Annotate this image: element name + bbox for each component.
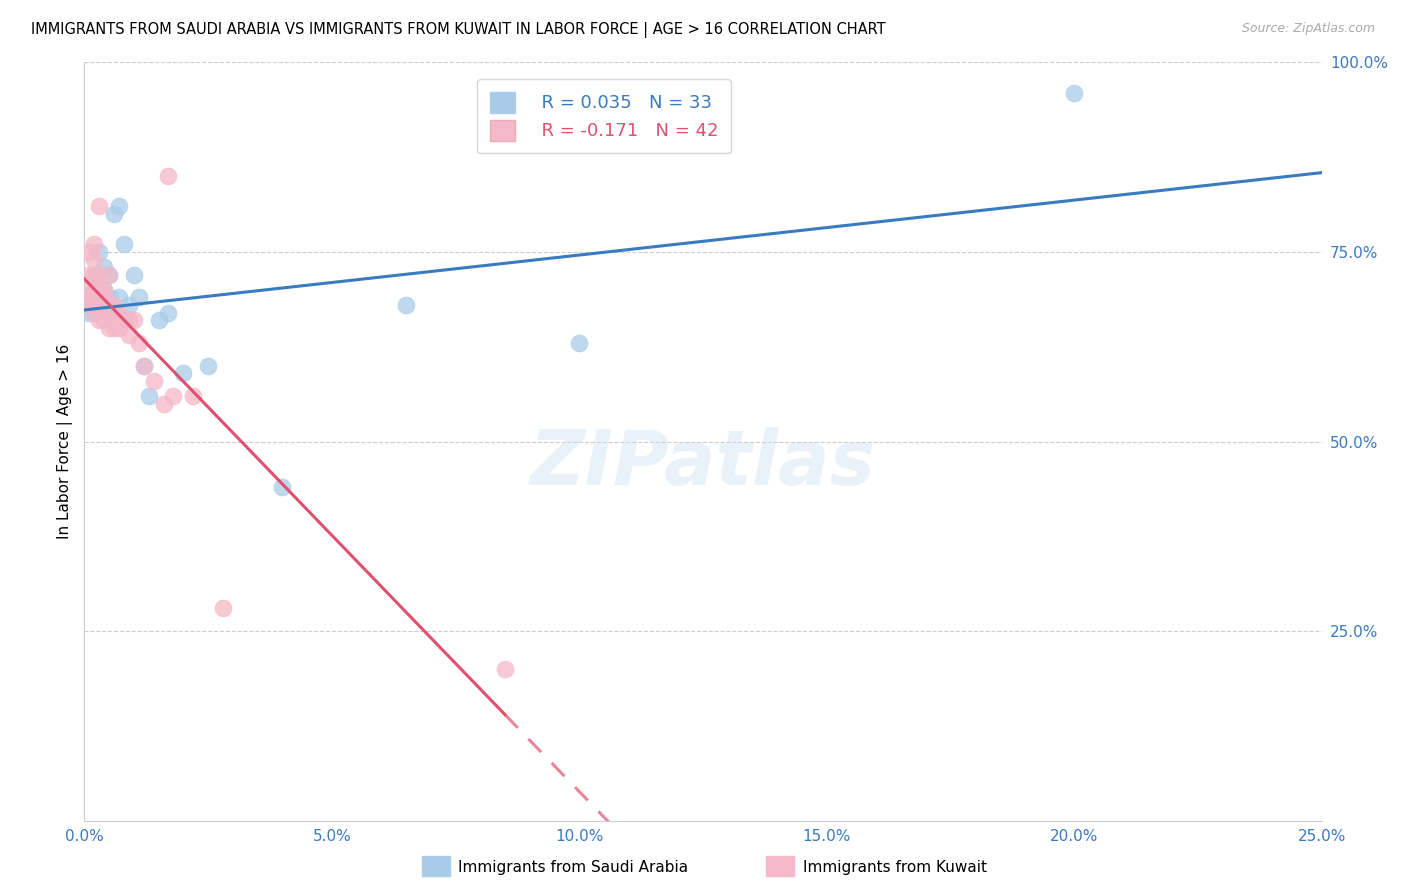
Legend:   R = 0.035   N = 33,   R = -0.171   N = 42: R = 0.035 N = 33, R = -0.171 N = 42 <box>477 79 731 153</box>
Point <box>103 320 125 334</box>
Point <box>103 207 125 221</box>
Point <box>89 283 111 297</box>
Point <box>112 313 135 327</box>
Point <box>98 305 121 319</box>
Point <box>128 335 150 350</box>
Point <box>138 389 160 403</box>
Point <box>79 291 101 305</box>
Point <box>83 268 105 282</box>
Point <box>132 359 155 373</box>
Point <box>128 291 150 305</box>
Text: IMMIGRANTS FROM SAUDI ARABIA VS IMMIGRANTS FROM KUWAIT IN LABOR FORCE | AGE > 16: IMMIGRANTS FROM SAUDI ARABIA VS IMMIGRAN… <box>31 22 886 38</box>
Point <box>108 291 131 305</box>
Text: ZIPatlas: ZIPatlas <box>530 427 876 501</box>
Point <box>118 298 141 312</box>
Y-axis label: In Labor Force | Age > 16: In Labor Force | Age > 16 <box>58 344 73 539</box>
Point <box>132 359 155 373</box>
Point <box>83 237 105 252</box>
Point <box>98 291 121 305</box>
Point <box>494 662 516 676</box>
Point <box>93 283 115 297</box>
Point <box>79 268 101 282</box>
Text: Source: ZipAtlas.com: Source: ZipAtlas.com <box>1241 22 1375 36</box>
Point <box>89 199 111 213</box>
Point <box>93 291 115 305</box>
Point <box>157 305 180 319</box>
Point <box>83 283 105 297</box>
Point <box>568 335 591 350</box>
Point <box>93 298 115 312</box>
Point <box>108 320 131 334</box>
Point <box>83 283 105 297</box>
Point <box>93 298 115 312</box>
Point <box>122 268 145 282</box>
Point <box>89 283 111 297</box>
Point <box>79 305 101 319</box>
Point <box>89 298 111 312</box>
Point <box>98 268 121 282</box>
Point <box>89 244 111 259</box>
Point <box>83 305 105 319</box>
Point <box>395 298 418 312</box>
Point <box>83 305 105 319</box>
Point <box>162 389 184 403</box>
Text: Immigrants from Saudi Arabia: Immigrants from Saudi Arabia <box>458 860 689 874</box>
Text: Immigrants from Kuwait: Immigrants from Kuwait <box>803 860 987 874</box>
Point <box>103 298 125 312</box>
Point <box>142 374 165 388</box>
Point <box>93 260 115 275</box>
Point <box>83 252 105 267</box>
Point <box>152 396 174 410</box>
Point <box>271 480 294 494</box>
Point <box>98 320 121 334</box>
Point <box>79 244 101 259</box>
Point <box>89 298 111 312</box>
Point <box>98 305 121 319</box>
Point <box>212 601 235 615</box>
Point <box>98 268 121 282</box>
Point <box>103 305 125 319</box>
Point <box>83 268 105 282</box>
Point <box>79 298 101 312</box>
Point <box>79 298 101 312</box>
Point <box>108 199 131 213</box>
Point <box>157 169 180 184</box>
Point <box>93 283 115 297</box>
Point <box>108 305 131 319</box>
Point <box>89 313 111 327</box>
Point <box>118 313 141 327</box>
Point <box>83 298 105 312</box>
Point <box>83 298 105 312</box>
Point <box>148 313 170 327</box>
Point <box>1063 86 1085 100</box>
Point <box>118 328 141 343</box>
Point <box>93 313 115 327</box>
Point <box>172 366 194 380</box>
Point <box>79 291 101 305</box>
Point <box>197 359 219 373</box>
Point <box>98 298 121 312</box>
Point <box>79 283 101 297</box>
Point <box>122 313 145 327</box>
Point <box>89 268 111 282</box>
Point <box>181 389 204 403</box>
Point <box>112 237 135 252</box>
